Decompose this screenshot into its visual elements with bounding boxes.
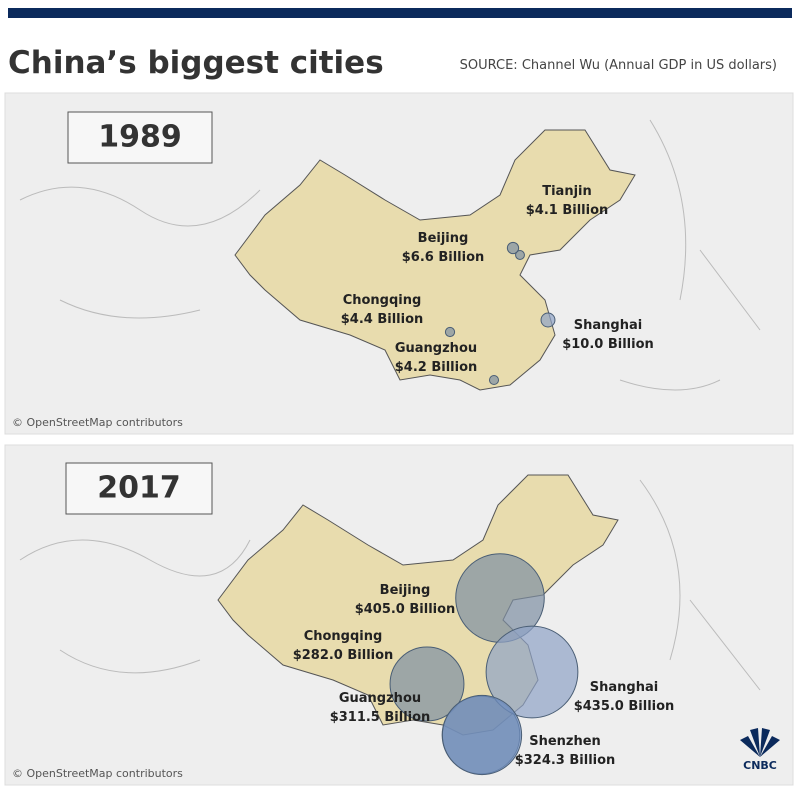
city-name: Beijing xyxy=(418,231,469,246)
year: 2017 xyxy=(97,471,181,506)
title: China’s biggest cities xyxy=(8,45,384,81)
city-gdp-label: $4.1 Billion xyxy=(526,203,609,218)
city-gdp-label: $4.4 Billion xyxy=(341,312,424,327)
city-name: Tianjin xyxy=(542,184,592,199)
city-bubble xyxy=(540,312,556,328)
city-name: Chongqing xyxy=(304,629,383,644)
city-name: Shenzhen xyxy=(529,734,601,749)
city-bubble xyxy=(488,374,500,386)
attribution: © OpenStreetMap contributors xyxy=(12,767,183,780)
city-gdp-label: $405.0 Billion xyxy=(355,602,456,617)
logo-text: CNBC xyxy=(743,759,777,772)
top-bar xyxy=(8,8,792,18)
city-gdp-label: $6.6 Billion xyxy=(402,250,485,265)
logo: CNBC xyxy=(740,728,780,772)
source: SOURCE: Channel Wu (Annual GDP in US dol… xyxy=(460,58,777,73)
city-bubble xyxy=(444,326,456,338)
city-bubble xyxy=(389,646,465,722)
city-gdp-label: $4.2 Billion xyxy=(395,360,478,375)
city-bubble xyxy=(506,241,520,255)
city-gdp-label: $282.0 Billion xyxy=(293,648,394,663)
city-name: Chongqing xyxy=(343,293,422,308)
city-gdp-label: $311.5 Billion xyxy=(330,710,431,725)
city-bubble xyxy=(515,250,525,260)
city-gdp-label: $324.3 Billion xyxy=(515,753,616,768)
year: 1989 xyxy=(98,120,182,155)
city-gdp-label: $10.0 Billion xyxy=(562,337,654,352)
city-gdp-label: $435.0 Billion xyxy=(574,699,675,714)
city-bubble xyxy=(441,694,523,776)
city-bubble xyxy=(485,625,579,719)
city-name: Shanghai xyxy=(590,680,658,695)
city-name: Guangzhou xyxy=(395,341,477,356)
attribution: © OpenStreetMap contributors xyxy=(12,416,183,429)
panel: 2017 © OpenStreetMap contributors xyxy=(4,444,794,786)
city-name: Beijing xyxy=(380,583,431,598)
city-name: Shanghai xyxy=(574,318,642,333)
city-name: Guangzhou xyxy=(339,691,421,706)
panel: 1989 © OpenStreetMap contributors xyxy=(4,92,794,435)
